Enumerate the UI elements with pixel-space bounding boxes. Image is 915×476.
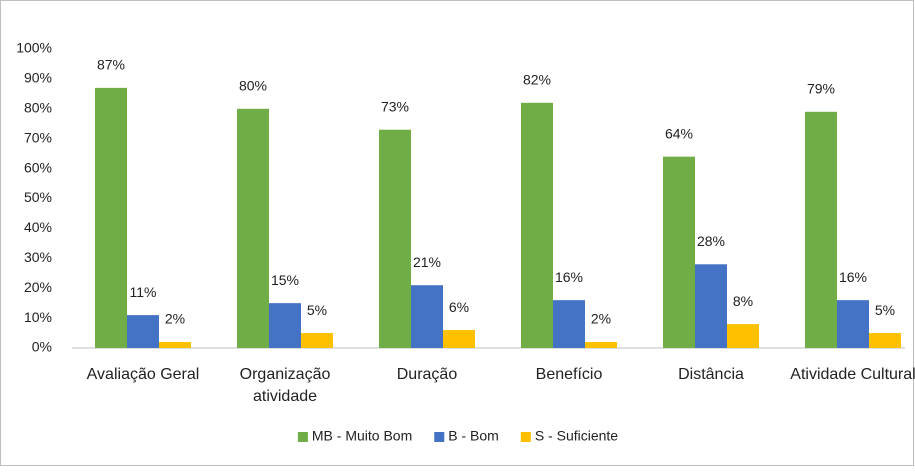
data-label: 87%: [97, 57, 125, 73]
data-label: 2%: [165, 311, 185, 327]
legend-label: B - Bom: [448, 428, 499, 444]
data-label: 82%: [523, 72, 551, 88]
data-label: 80%: [239, 78, 267, 94]
data-label: 8%: [733, 293, 753, 309]
bar: [95, 87, 127, 349]
bar: [411, 285, 443, 348]
data-label: 73%: [381, 98, 409, 114]
bar: [869, 333, 901, 348]
bar: [663, 156, 695, 348]
bar: [443, 330, 475, 348]
y-tick-label: 20%: [24, 279, 52, 295]
data-label: 16%: [555, 269, 583, 285]
y-tick-label: 60%: [24, 159, 52, 175]
legend-swatch: [434, 432, 445, 442]
bar: [301, 333, 333, 348]
y-tick-label: 80%: [24, 100, 52, 116]
chart-border: [0, 0, 914, 466]
data-label: 21%: [413, 254, 441, 270]
x-tick-label: Organização atividade: [240, 366, 331, 405]
bar: [805, 111, 837, 348]
data-label: 11%: [130, 284, 157, 300]
data-label: 16%: [839, 269, 867, 285]
y-tick-label: 30%: [24, 249, 52, 265]
data-label: 6%: [449, 299, 469, 315]
data-label: 5%: [307, 302, 327, 318]
data-label: 79%: [807, 80, 835, 96]
x-tick-label: Distância: [678, 366, 744, 383]
y-tick-label: 90%: [24, 70, 52, 86]
bar: [695, 264, 727, 348]
y-tick-label: 10%: [24, 309, 52, 325]
y-tick-label: 50%: [24, 189, 52, 205]
data-label: 28%: [697, 233, 725, 249]
bar: [237, 108, 269, 348]
data-label: 64%: [665, 125, 693, 141]
y-tick-label: 40%: [24, 219, 52, 235]
bar: [379, 129, 411, 348]
bar: [553, 300, 585, 348]
bar: [269, 303, 301, 348]
bar: [837, 300, 869, 348]
data-label: 15%: [271, 272, 299, 288]
x-tick-label: Benefício: [536, 366, 603, 383]
legend-label: S - Suficiente: [535, 428, 618, 444]
bar: [521, 102, 553, 348]
bar: [159, 342, 191, 348]
bar: [585, 342, 617, 348]
y-tick-label: 100%: [16, 40, 52, 56]
data-label: 5%: [875, 302, 895, 318]
legend-swatch: [520, 432, 531, 442]
y-tick-label: 70%: [24, 129, 52, 145]
y-tick-label: 0%: [32, 339, 52, 355]
bar: [727, 324, 759, 348]
x-tick-label: Avaliação Geral: [87, 366, 200, 383]
bar: [127, 315, 159, 348]
legend-swatch: [297, 432, 308, 442]
x-tick-label: Atividade Cultural: [790, 366, 915, 383]
legend-label: MB - Muito Bom: [312, 428, 412, 444]
x-tick-label: Duração: [397, 366, 458, 383]
data-label: 2%: [591, 311, 611, 327]
